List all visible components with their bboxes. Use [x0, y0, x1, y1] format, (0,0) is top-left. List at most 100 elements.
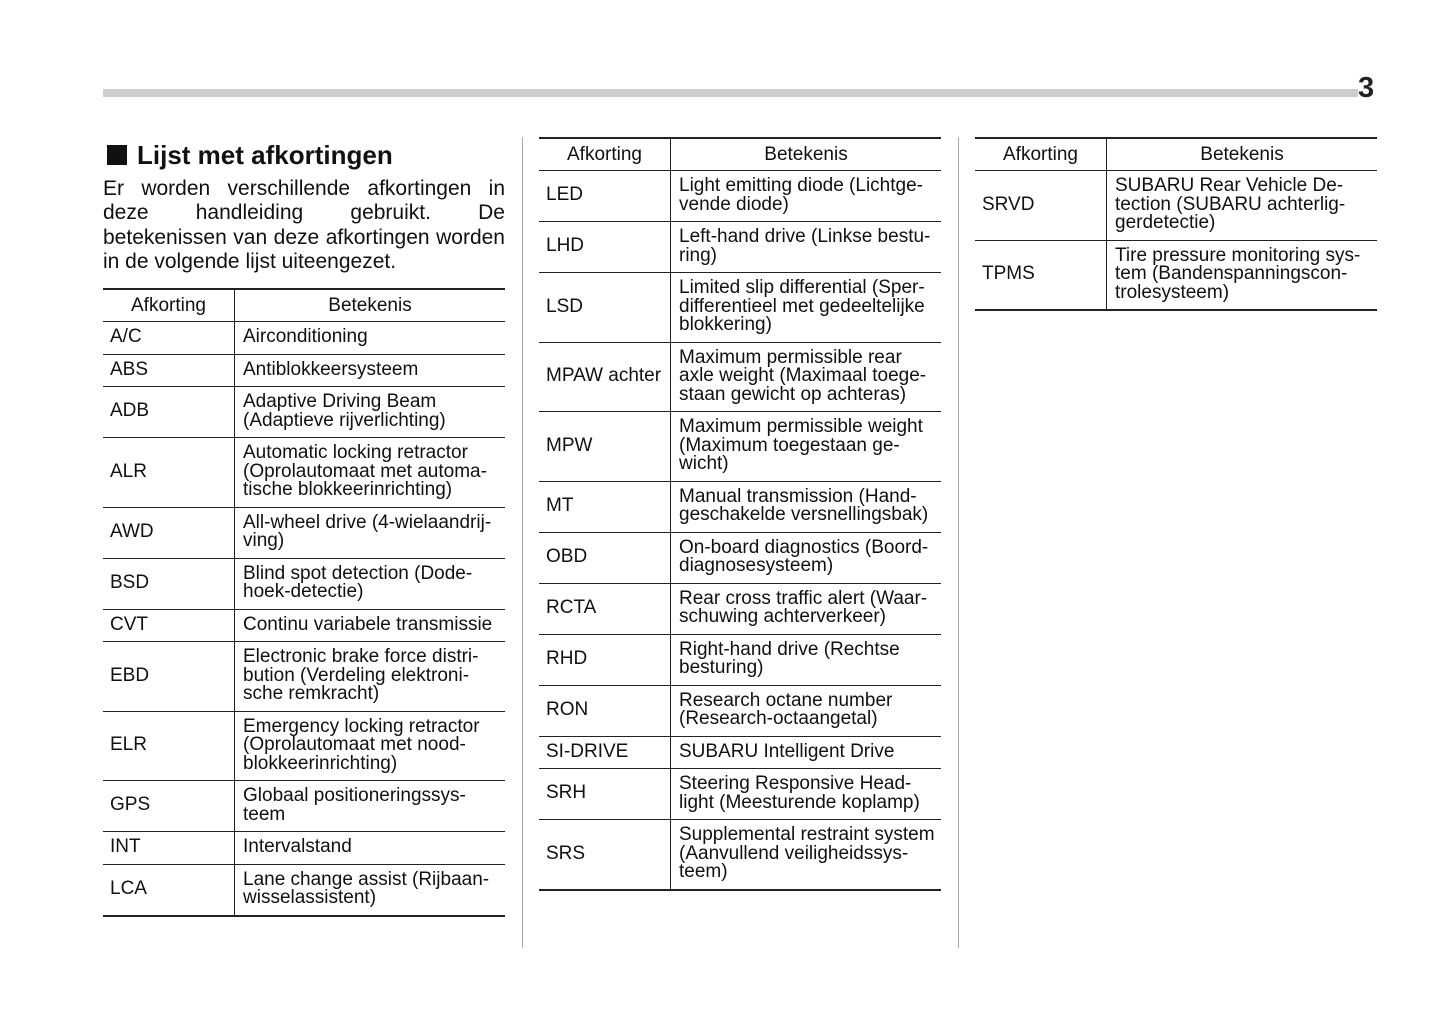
table-row: ELR Emergency locking retractor (Oprolaut… — [103, 711, 505, 782]
abbreviation: AWD — [103, 507, 235, 559]
table-header: Afkorting Betekenis — [975, 138, 1377, 171]
meaning: Research octane number (Research-octaang… — [670, 685, 941, 737]
table-row: MT Manual transmission (Hand- geschakelde… — [539, 481, 941, 533]
meaning: Rear cross traffic alert (Waar- schuwing… — [670, 583, 941, 635]
header-meaning: Betekenis — [670, 138, 941, 171]
header-abbr: Afkorting — [103, 289, 235, 323]
meaning: Continu variabele transmissie — [234, 609, 505, 643]
abbreviation: ALR — [103, 437, 235, 508]
abbreviation-table: Afkorting Betekenis LED Light emitting diod… — [539, 137, 941, 891]
meaning: Maximum permissible rear axle weight (Ma… — [670, 342, 941, 412]
square-bullet-icon — [107, 145, 127, 165]
table-row: EBD Electronic brake force distri- bution… — [103, 641, 505, 712]
abbreviation: TPMS — [975, 240, 1107, 311]
meaning: Adaptive Driving Beam (Adaptieve rijverl… — [234, 386, 505, 439]
column-divider — [522, 137, 523, 948]
meaning: SUBARU Rear Vehicle De- tection (SUBARU … — [1106, 170, 1377, 241]
abbreviation: ADB — [103, 386, 235, 439]
meaning: Limited slip differential (Sper- differe… — [670, 272, 941, 343]
abbreviation: A/C — [103, 321, 235, 355]
table-row: SRS Supplemental restraint system (Aanvul… — [539, 819, 941, 891]
table-row: LSD Limited slip differential (Sper- diff… — [539, 272, 941, 343]
meaning: All-wheel drive (4-wielaandrij- ving) — [234, 507, 505, 559]
table-row: BSD Blind spot detection (Dode- hoek-dete… — [103, 558, 505, 610]
abbreviation: SRVD — [975, 170, 1107, 241]
table-row: ALR Automatic locking retractor (Oprolaut… — [103, 437, 505, 508]
table-row: RHD Right-hand drive (Rechtse besturing) — [539, 634, 941, 686]
table-row: SRH Steering Responsive Head- light (Mees… — [539, 768, 941, 820]
table-row: TPMS Tire pressure monitoring sys- tem (B… — [975, 240, 1377, 311]
meaning: Antiblokkeersysteem — [234, 354, 505, 388]
abbreviation: LCA — [103, 864, 235, 917]
table-row: AWD All-wheel drive (4-wielaandrij- ving) — [103, 507, 505, 559]
meaning: On-board diagnostics (Boord- diagnosesys… — [670, 532, 941, 584]
header-rule — [103, 89, 1358, 97]
page-number: 3 — [1358, 72, 1375, 104]
meaning: Manual transmission (Hand- geschakelde v… — [670, 481, 941, 533]
header-meaning: Betekenis — [234, 289, 505, 323]
abbreviation-table: Afkorting Betekenis A/C Airconditioning ABS A… — [103, 288, 505, 917]
meaning: Steering Responsive Head- light (Meestur… — [670, 768, 941, 820]
abbreviation: MPW — [539, 411, 671, 482]
table-row: LHD Left-hand drive (Linkse bestu- ring) — [539, 221, 941, 273]
table-row: LCA Lane change assist (Rijbaan- wisselas… — [103, 864, 505, 917]
table-row: ADB Adaptive Driving Beam (Adaptieve rijv… — [103, 386, 505, 439]
meaning: Right-hand drive (Rechtse besturing) — [670, 634, 941, 686]
meaning: Tire pressure monitoring sys- tem (Bande… — [1106, 240, 1377, 311]
table-row: CVT Continu variabele transmissie — [103, 609, 505, 643]
table-row: OBD On-board diagnostics (Boord- diagnose… — [539, 532, 941, 584]
abbreviation: MT — [539, 481, 671, 533]
table-row: A/C Airconditioning — [103, 321, 505, 355]
abbreviation: OBD — [539, 532, 671, 584]
meaning: Lane change assist (Rijbaan- wisselassis… — [234, 864, 505, 917]
table-row: INT Intervalstand — [103, 831, 505, 865]
section-title: Lijst met afkortingen — [137, 139, 393, 170]
section-heading: Lijst met afkortingen — [103, 137, 505, 173]
meaning: Blind spot detection (Dode- hoek-detecti… — [234, 558, 505, 610]
header-abbr: Afkorting — [975, 138, 1107, 171]
intro-paragraph: Er worden verschillende afkortingen in d… — [103, 177, 505, 273]
meaning: Left-hand drive (Linkse bestu- ring) — [670, 221, 941, 273]
meaning: Globaal positioneringssys- teem — [234, 780, 505, 833]
table-row: SI-DRIVE SUBARU Intelligent Drive — [539, 736, 941, 769]
header-meaning: Betekenis — [1106, 138, 1377, 171]
table-row: MPAW achter Maximum permissible rear axle… — [539, 342, 941, 412]
table-header: Afkorting Betekenis — [539, 138, 941, 171]
table-row: MPW Maximum permissible weight (Maximum t… — [539, 411, 941, 482]
abbreviation: RON — [539, 685, 671, 737]
abbreviation: RHD — [539, 634, 671, 686]
table-row: GPS Globaal positioneringssys- teem — [103, 780, 505, 833]
column-2: Afkorting Betekenis LED Light emitting diod… — [539, 137, 941, 891]
abbreviation: ELR — [103, 711, 235, 782]
table-row: ABS Antiblokkeersysteem — [103, 354, 505, 388]
abbreviation: SI-DRIVE — [539, 736, 671, 769]
abbreviation: ABS — [103, 354, 235, 388]
meaning: Emergency locking retractor (Oprolautoma… — [234, 711, 505, 782]
meaning: Maximum permissible weight (Maximum toeg… — [670, 411, 941, 482]
meaning: Supplemental restraint system (Aanvullen… — [670, 819, 941, 891]
abbreviation: SRH — [539, 768, 671, 820]
header-abbr: Afkorting — [539, 138, 671, 171]
column-1: Lijst met afkortingen Er worden verschil… — [103, 137, 505, 917]
abbreviation: GPS — [103, 780, 235, 833]
abbreviation-table: Afkorting Betekenis SRVD SUBARU Rear Vehicl… — [975, 137, 1377, 311]
abbreviation: LHD — [539, 221, 671, 273]
abbreviation: LED — [539, 170, 671, 222]
table-row: SRVD SUBARU Rear Vehicle De- tection (SUB… — [975, 170, 1377, 241]
meaning: Automatic locking retractor (Oprolautoma… — [234, 437, 505, 508]
meaning: Airconditioning — [234, 321, 505, 355]
abbreviation: RCTA — [539, 583, 671, 635]
meaning: SUBARU Intelligent Drive — [670, 736, 941, 769]
meaning: Intervalstand — [234, 831, 505, 865]
table-row: RCTA Rear cross traffic alert (Waar- schu… — [539, 583, 941, 635]
abbreviation: BSD — [103, 558, 235, 610]
meaning: Electronic brake force distri- bution (V… — [234, 641, 505, 712]
abbreviation: EBD — [103, 641, 235, 712]
abbreviation: SRS — [539, 819, 671, 891]
abbreviation: LSD — [539, 272, 671, 343]
table-header: Afkorting Betekenis — [103, 289, 505, 323]
meaning: Light emitting diode (Lichtge- vende dio… — [670, 170, 941, 222]
column-divider — [958, 137, 959, 948]
abbreviation: INT — [103, 831, 235, 865]
abbreviation: MPAW achter — [539, 342, 671, 412]
